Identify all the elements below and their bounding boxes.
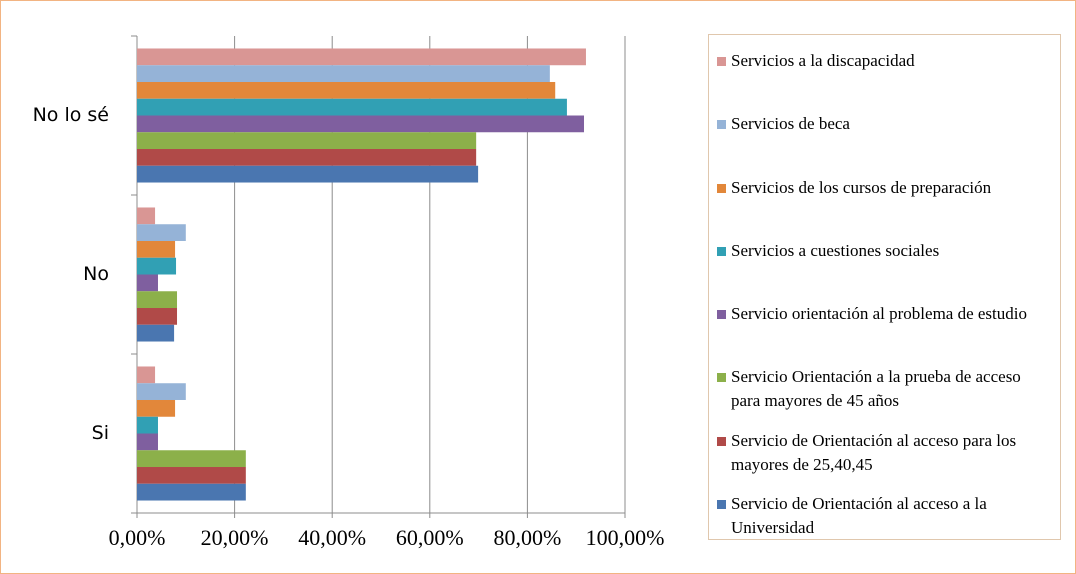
bar [137,257,177,275]
bar [137,366,156,384]
y-tick-label: No lo sé [33,104,109,126]
x-tick-label: 20,00% [201,525,269,550]
legend-swatch [717,499,726,509]
bar [137,81,556,99]
legend-item: Servicios de los cursos de preparación [717,176,1052,200]
legend-item: Servicio Orientación a la prueba de acce… [717,365,1052,413]
legend-item: Servicio orientación al problema de estu… [717,302,1052,326]
x-tick-label: 0,00% [109,525,166,550]
legend-item: Servicios de beca [717,112,1052,136]
legend-label: Servicio de Orientación al acceso a la U… [731,493,987,537]
bar [137,165,479,183]
y-tick-label: Si [92,422,109,444]
bar [137,467,246,484]
legend-swatch [717,310,726,319]
legend-item: Servicio de Orientación al acceso a la U… [717,492,1052,540]
legend-item: Servicios a cuestiones sociales [717,239,1052,263]
legend-label: Servicio Orientación a la prueba de acce… [731,367,1021,411]
bar [137,483,246,501]
legend-swatch [717,183,726,193]
bar [137,48,586,66]
bar [137,274,158,292]
legend-swatch [717,120,726,130]
legend-item: Servicios a la discapacidad [717,49,1052,73]
bar [137,240,176,258]
legend-swatch [717,57,726,66]
legend-swatch [717,373,726,383]
bar [137,308,178,325]
bar [137,132,477,150]
bar [137,383,186,400]
legend-item: Servicio de Orientación al acceso para l… [717,429,1052,477]
bar [137,224,186,241]
legend-label: Servicios de los cursos de preparación [731,177,992,197]
bar [137,65,550,82]
bar [137,207,156,225]
legend-label: Servicios a la discapacidad [731,51,915,70]
legend-swatch [717,246,726,256]
x-tick-label: 40,00% [298,525,366,550]
bar [137,324,175,342]
x-tick-label: 80,00% [493,525,561,550]
y-tick-label: No [83,263,109,285]
bar [137,149,477,166]
bar [137,399,176,417]
bar [137,416,158,434]
bar [137,291,178,309]
x-tick-label: 100,00% [586,525,665,550]
legend-label: Servicio orientación al problema de estu… [731,304,1027,323]
plot: 0,00% 20,00% 40,00% 60,00% 80,00% 100,00% No l… [33,35,665,550]
bar [137,433,158,451]
legend-label: Servicios a cuestiones sociales [731,240,940,260]
x-tick-label: 60,00% [396,525,464,550]
legend-label: Servicios de beca [731,114,850,134]
bar [137,115,585,133]
bar [137,450,246,468]
legend-label: Servicio de Orientación al acceso para l… [731,430,1017,474]
bar [137,98,567,116]
legend: Servicios a la discapacidad Servicios de … [708,34,1061,540]
legend-swatch [717,436,726,446]
